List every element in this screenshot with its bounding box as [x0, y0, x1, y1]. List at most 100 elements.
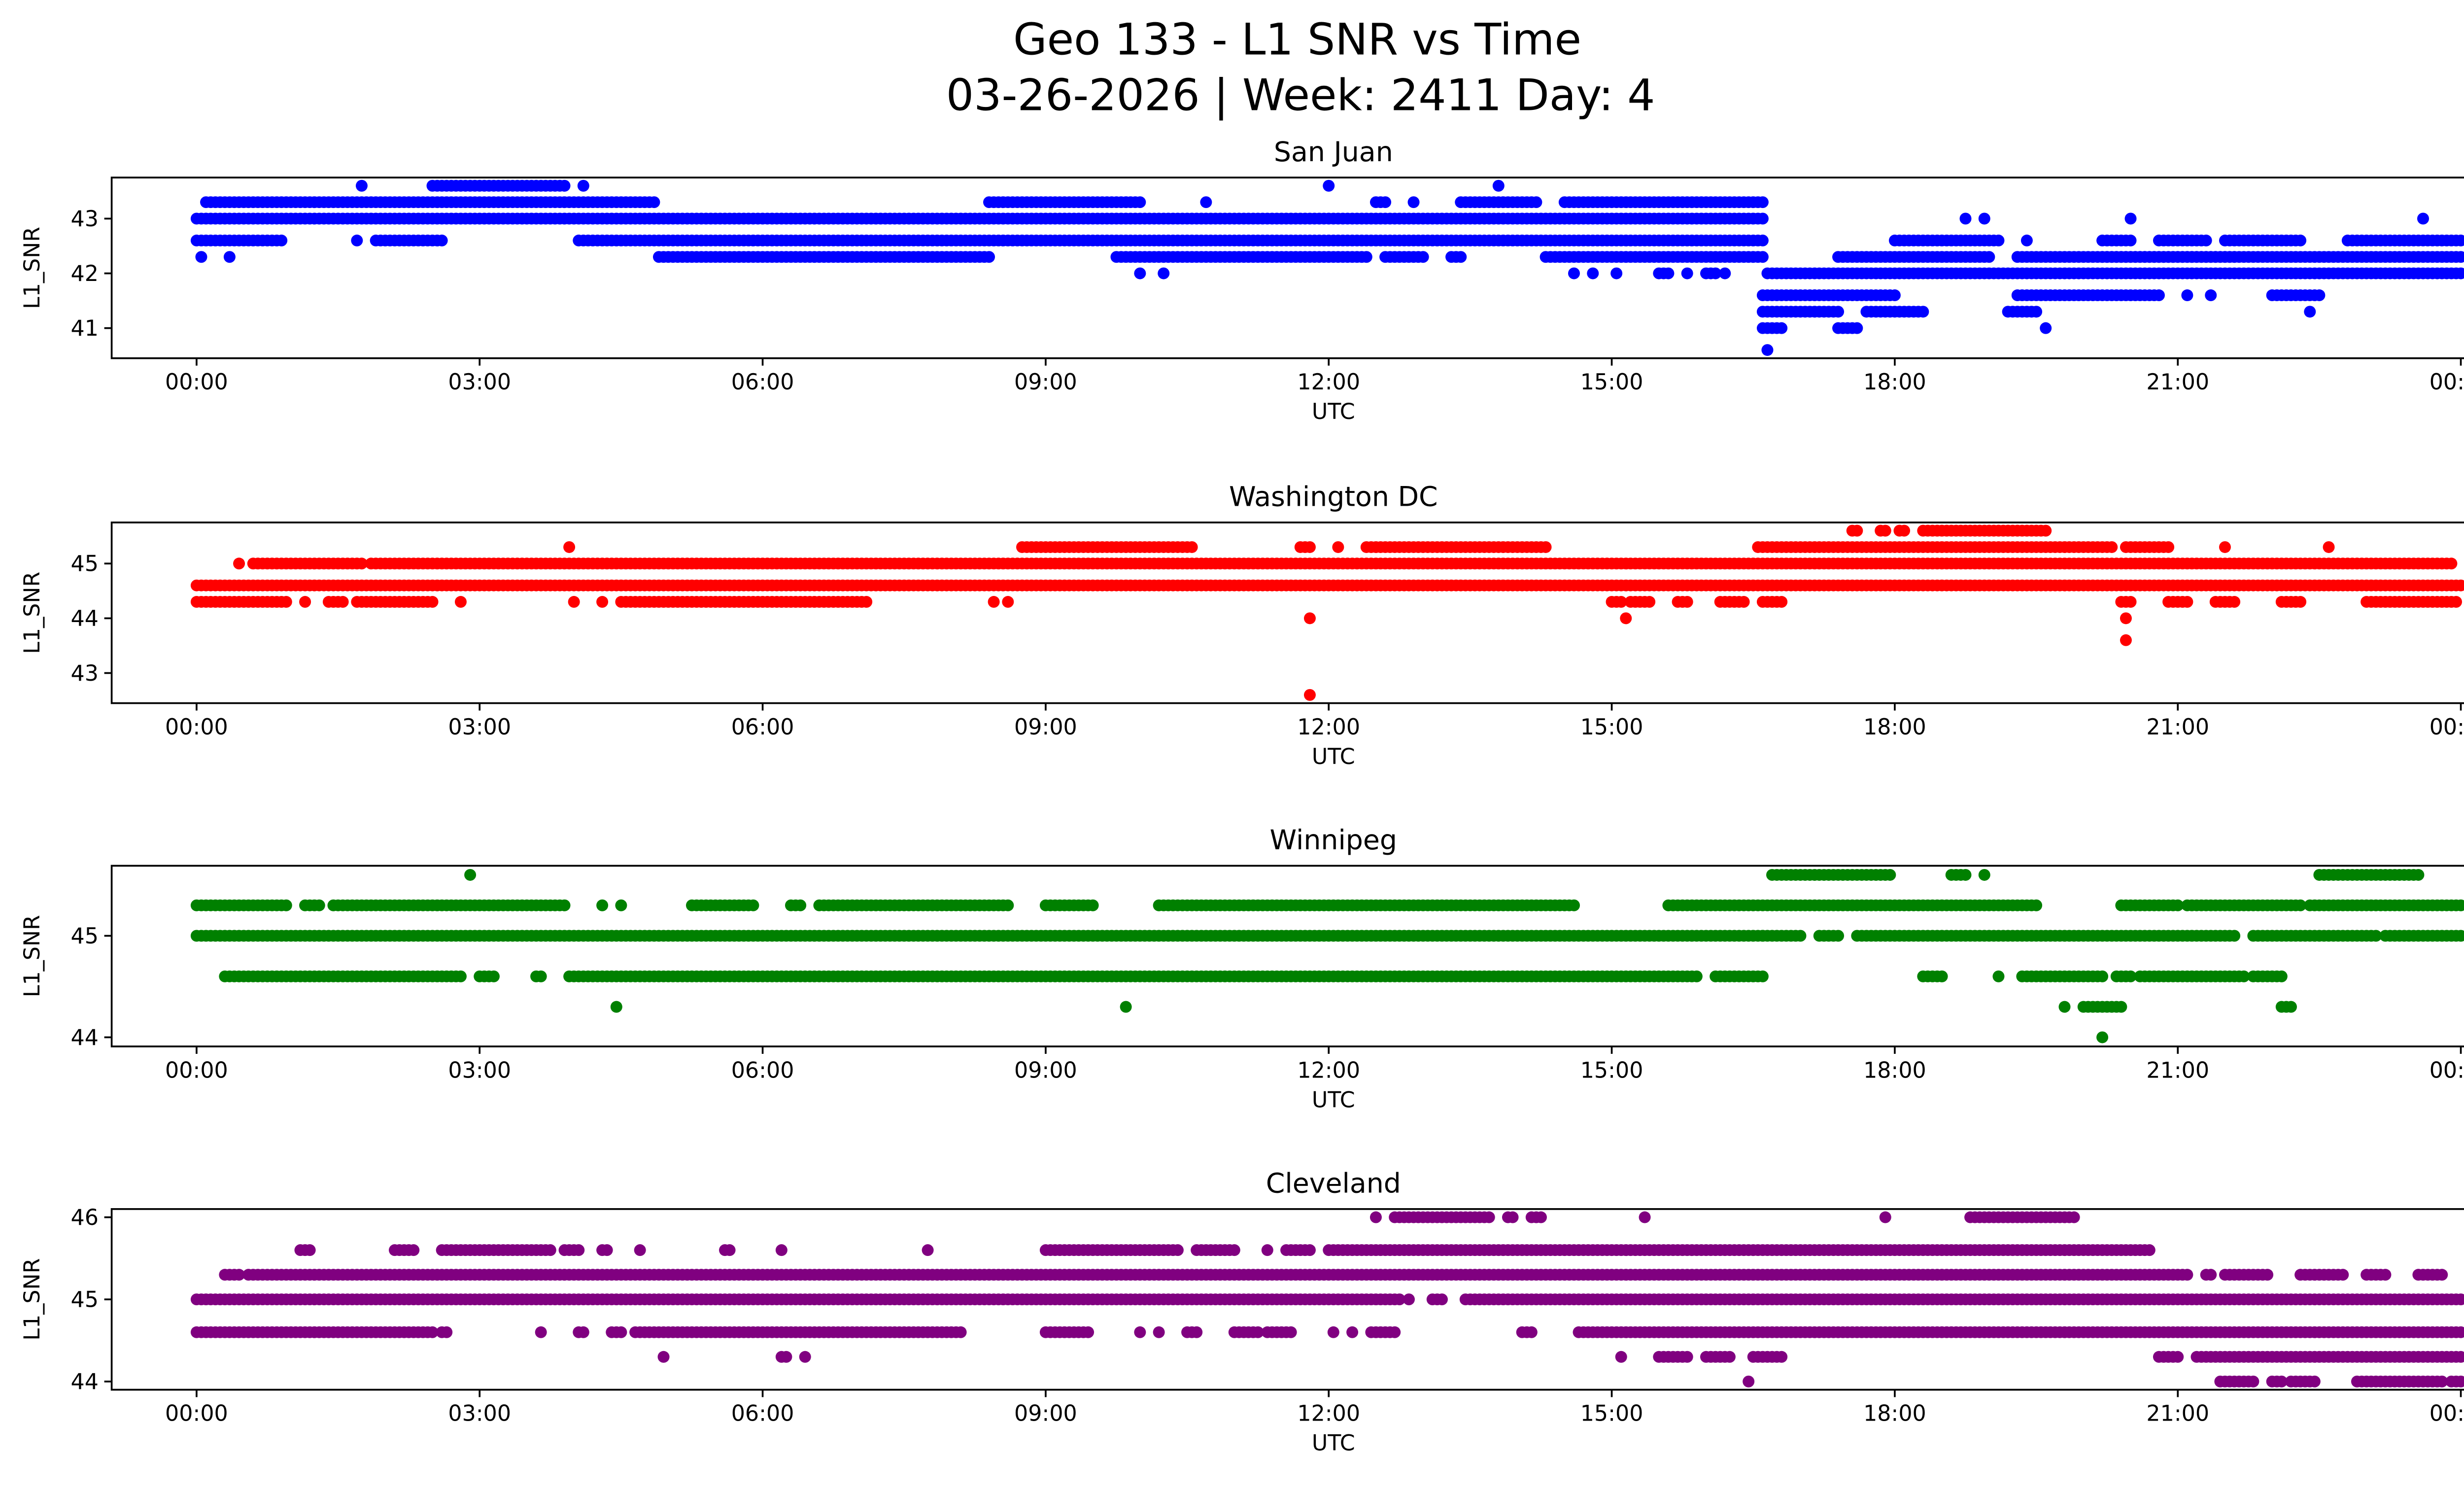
data-point — [313, 899, 325, 911]
data-point — [2455, 234, 2464, 246]
data-point — [747, 899, 759, 911]
x-tick-label: 15:00 — [1580, 1058, 1643, 1083]
data-point — [2412, 869, 2425, 881]
y-tick-label: 42 — [71, 261, 99, 286]
x-tick-label: 06:00 — [731, 370, 794, 395]
data-point — [304, 1244, 316, 1256]
data-point — [922, 1244, 934, 1256]
data-point — [1483, 1211, 1495, 1223]
subplot-title: Washington DC — [1229, 482, 1438, 513]
x-tick-label: 09:00 — [1014, 370, 1077, 395]
data-point — [2313, 289, 2326, 302]
data-point — [1530, 196, 1542, 209]
y-tick-label: 41 — [71, 316, 99, 341]
data-point — [1323, 179, 1335, 192]
data-point — [563, 541, 576, 553]
data-point — [1134, 196, 1146, 209]
data-point — [2323, 541, 2335, 553]
data-point — [2304, 306, 2316, 318]
data-point — [1917, 306, 1929, 318]
data-point — [2153, 289, 2165, 302]
data-point — [1120, 1001, 1132, 1013]
data-point — [487, 970, 500, 982]
y-tick-label: 45 — [71, 924, 99, 949]
data-point — [577, 179, 589, 192]
x-tick-label: 12:00 — [1297, 1058, 1360, 1083]
data-point — [1455, 251, 1467, 263]
data-point — [1898, 524, 1911, 537]
data-point — [2294, 899, 2307, 911]
data-point — [1719, 267, 1731, 279]
data-point — [648, 196, 660, 209]
data-point — [596, 596, 609, 608]
subplot-title: Winnipeg — [1270, 825, 1398, 856]
data-point — [2228, 930, 2241, 942]
data-point — [1261, 1244, 1273, 1256]
data-point — [464, 869, 477, 881]
data-point — [436, 234, 448, 246]
data-point — [568, 596, 580, 608]
data-point — [355, 179, 368, 192]
data-point — [1369, 1211, 1382, 1223]
data-point — [2124, 234, 2137, 246]
data-point — [454, 596, 467, 608]
x-tick-label: 09:00 — [1014, 715, 1077, 740]
data-point — [1756, 212, 1769, 225]
data-point — [2455, 579, 2464, 591]
y-tick-label: 43 — [71, 207, 99, 232]
data-point — [1888, 289, 1901, 302]
data-point — [860, 596, 873, 608]
x-tick-label: 12:00 — [1297, 370, 1360, 395]
data-point — [1936, 970, 1948, 982]
data-point — [408, 1244, 420, 1256]
data-point — [558, 179, 571, 192]
x-tick-label: 18:00 — [1863, 1058, 1926, 1083]
data-point — [1851, 322, 1863, 334]
scatter-series — [190, 179, 2464, 356]
data-point — [2181, 289, 2193, 302]
data-point — [1492, 179, 1505, 192]
data-point — [1879, 524, 1891, 537]
data-point — [1186, 541, 1198, 553]
data-point — [337, 596, 349, 608]
data-point — [1690, 970, 1703, 982]
data-point — [2294, 596, 2307, 608]
data-point — [1884, 869, 1896, 881]
data-point — [596, 899, 609, 911]
data-point — [2294, 234, 2307, 246]
data-point — [610, 1001, 622, 1013]
data-point — [1303, 689, 1316, 701]
data-point — [1568, 899, 1580, 911]
data-point — [723, 1244, 736, 1256]
data-point — [2450, 596, 2463, 608]
data-point — [2124, 596, 2137, 608]
data-point — [2285, 1001, 2297, 1013]
data-point — [1540, 541, 1552, 553]
data-point — [1710, 267, 1722, 279]
data-point — [1610, 267, 1623, 279]
data-point — [2115, 1001, 2127, 1013]
data-point — [1506, 1211, 1519, 1223]
data-point — [1681, 596, 1693, 608]
data-point — [1756, 970, 1769, 982]
x-tick-label: 03:00 — [448, 370, 511, 395]
data-point — [1832, 930, 1845, 942]
data-point — [1134, 267, 1146, 279]
data-point — [2200, 234, 2212, 246]
axes-frame — [110, 865, 2464, 1047]
data-point — [2455, 899, 2464, 911]
data-point — [280, 596, 292, 608]
data-point — [1681, 267, 1693, 279]
x-axis-label: UTC — [1312, 1087, 1355, 1113]
data-point — [2068, 1211, 2080, 1223]
x-tick-label: 03:00 — [448, 715, 511, 740]
data-point — [2205, 1269, 2217, 1281]
x-tick-label: 00:00 — [2430, 715, 2464, 740]
data-point — [1756, 234, 1769, 246]
data-point — [2455, 267, 2464, 279]
data-point — [544, 1244, 556, 1256]
